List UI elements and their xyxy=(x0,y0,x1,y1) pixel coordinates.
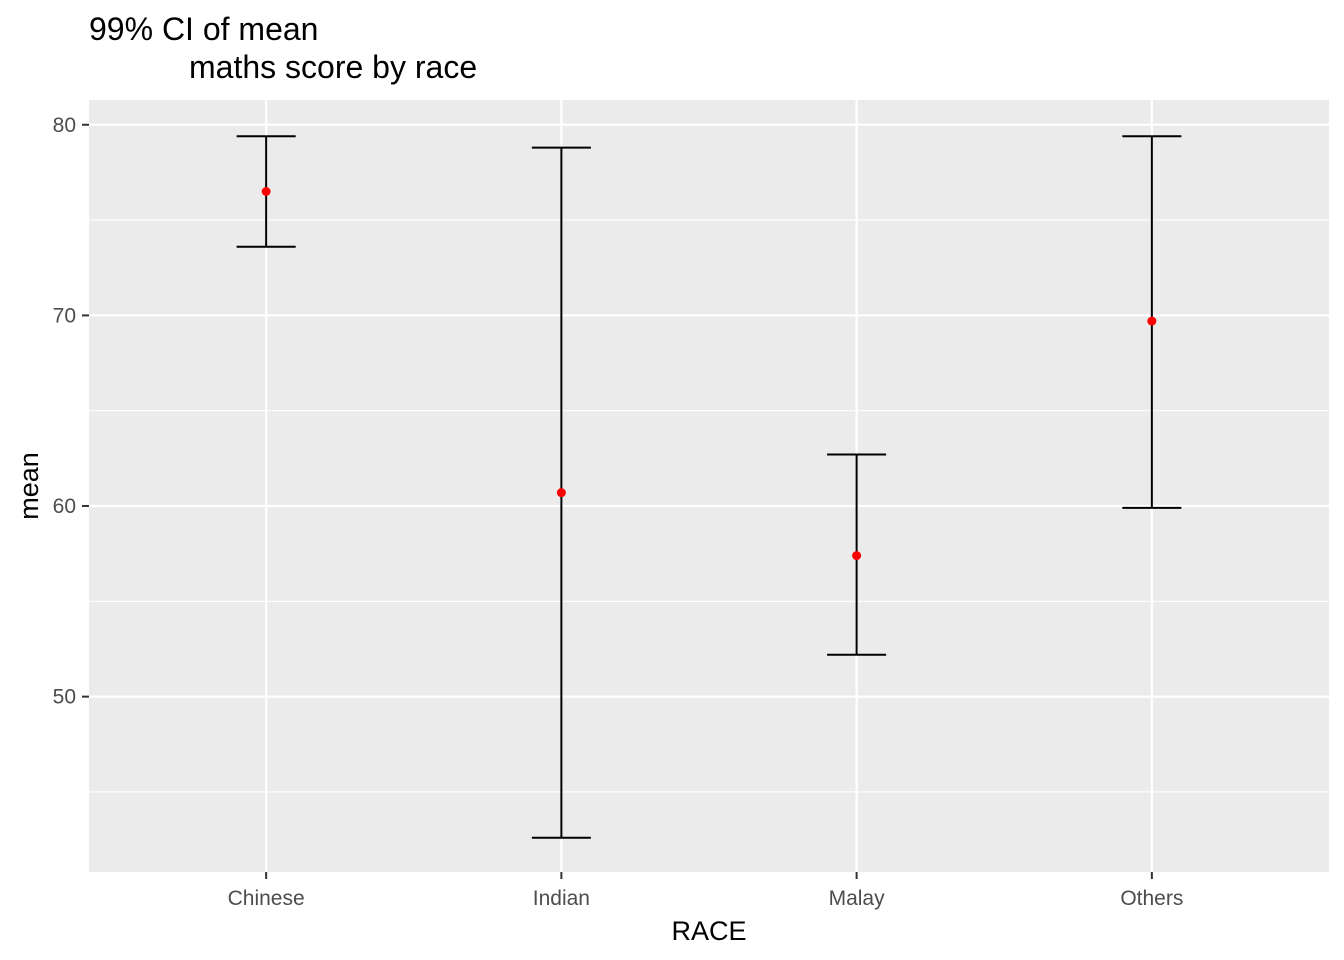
y-tick-label: 60 xyxy=(53,495,76,518)
y-tick-label: 50 xyxy=(53,686,76,709)
chart-title: 99% CI of mean maths score by race xyxy=(89,10,477,86)
minor-gridlines xyxy=(89,219,1329,793)
y-axis-title: mean xyxy=(14,452,44,520)
y-tick-label: 80 xyxy=(53,114,76,137)
x-tick-label-others: Others xyxy=(1120,887,1183,910)
mean-point-malay xyxy=(852,551,862,561)
mean-point-others xyxy=(1147,316,1157,326)
y-tick-label: 70 xyxy=(53,304,76,327)
plot-panel xyxy=(89,100,1329,872)
mean-point-indian xyxy=(556,488,566,498)
chart-title-line-1: 99% CI of mean xyxy=(89,11,319,47)
mean-points xyxy=(261,186,1157,561)
x-axis-title: RACE xyxy=(671,916,746,946)
x-axis: Chinese Indian Malay Others xyxy=(228,872,1183,910)
mean-point-chinese xyxy=(261,186,271,196)
x-tick-label-chinese: Chinese xyxy=(228,887,305,910)
chart-title-line-2: maths score by race xyxy=(189,49,478,85)
x-tick-label-malay: Malay xyxy=(829,887,886,910)
x-tick-label-indian: Indian xyxy=(533,887,590,910)
y-axis: 50 60 70 80 xyxy=(53,114,89,709)
